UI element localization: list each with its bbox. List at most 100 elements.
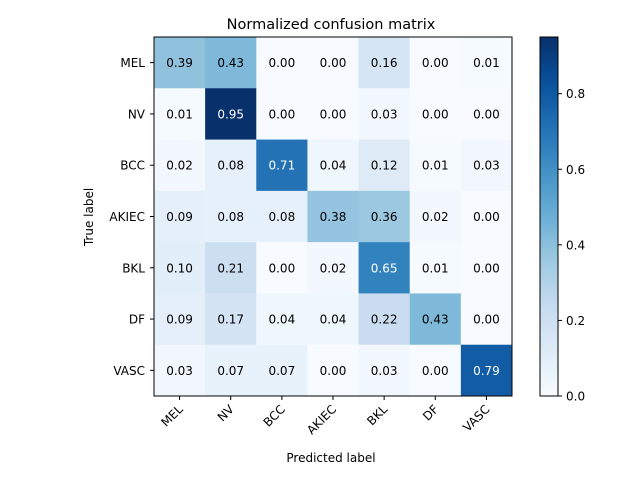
cell-value-label: 0.43 [217, 56, 244, 70]
heatmap-cell [460, 88, 513, 141]
heatmap-cells [154, 37, 513, 397]
heatmap-cell [307, 190, 360, 243]
cell-value-label: 0.08 [217, 210, 244, 224]
cell-value-label: 0.01 [473, 56, 500, 70]
y-tick-label: AKIEC [109, 210, 145, 224]
heatmap-cell [409, 88, 462, 141]
colorbar-ticks: 0.0 0.2 0.4 0.6 0.8 [558, 87, 585, 404]
cell-value-label: 0.79 [473, 364, 500, 378]
cell-value-label: 0.43 [422, 313, 449, 327]
cell-value-label: 0.02 [320, 261, 347, 275]
cell-value-label: 0.08 [268, 210, 295, 224]
cell-value-label: 0.39 [166, 56, 193, 70]
cell-value-label: 0.00 [422, 56, 449, 70]
cell-value-label: 0.17 [217, 313, 244, 327]
cell-value-label: 0.00 [473, 107, 500, 121]
heatmap-cell [205, 190, 257, 243]
colorbar-tick-label: 0.0 [566, 390, 585, 404]
cell-value-label: 0.36 [371, 210, 398, 224]
heatmap-cell [460, 344, 513, 397]
heatmap-cell [409, 344, 462, 397]
heatmap-cell [460, 242, 513, 294]
cell-value-label: 0.00 [473, 261, 500, 275]
x-axis-label: Predicted label [286, 451, 375, 465]
y-tick-label: NV [128, 107, 146, 121]
y-axis-label: True label [82, 188, 96, 247]
y-tick-label: BCC [120, 159, 145, 173]
heatmap-cell [256, 88, 308, 141]
cell-value-label: 0.07 [268, 364, 295, 378]
x-tick-label: VASC [460, 402, 492, 434]
cell-value-label: 0.08 [217, 159, 244, 173]
heatmap-cell [154, 190, 206, 243]
x-tick-label: NV [215, 402, 238, 425]
heatmap-cell [256, 37, 308, 89]
heatmap-cell [256, 242, 308, 294]
cell-value-label: 0.03 [371, 364, 398, 378]
cell-value-label: 0.04 [320, 159, 347, 173]
cell-value-label: 0.01 [422, 159, 449, 173]
cell-value-label: 0.16 [371, 56, 398, 70]
heatmap-cell [154, 88, 206, 141]
heatmap-cell [409, 190, 462, 243]
heatmap-cell [358, 88, 411, 141]
heatmap-cell [256, 344, 308, 397]
heatmap-cell [205, 242, 257, 294]
heatmap-cell [460, 139, 513, 192]
cell-value-label: 0.00 [320, 56, 347, 70]
heatmap-cell [307, 293, 360, 346]
cell-value-label: 0.00 [473, 313, 500, 327]
heatmap-cell [256, 139, 308, 192]
cell-value-label: 0.71 [268, 159, 295, 173]
x-axis-ticks: MEL NV BCC AKIEC BKL DF VASC [158, 396, 493, 437]
colorbar [539, 36, 559, 397]
heatmap-cell [358, 293, 411, 346]
x-tick-label: DF [420, 402, 441, 423]
heatmap-cell [205, 37, 257, 89]
cell-value-label: 0.12 [371, 159, 398, 173]
heatmap-cell [205, 88, 257, 141]
colorbar-tick-label: 0.6 [566, 163, 585, 177]
heatmap-cell [409, 37, 462, 89]
heatmap-cell [205, 139, 257, 192]
colorbar-tick-label: 0.4 [566, 238, 585, 252]
y-tick-label: BKL [122, 261, 145, 275]
x-tick-label: MEL [158, 402, 186, 430]
cell-value-label: 0.00 [473, 210, 500, 224]
heatmap-cell [256, 293, 308, 346]
cell-value-label: 0.03 [473, 159, 500, 173]
heatmap-cell [409, 139, 462, 192]
heatmap-cell [307, 139, 360, 192]
y-tick-label: DF [129, 313, 145, 327]
cell-value-label: 0.04 [268, 313, 295, 327]
cell-value-label: 0.01 [166, 107, 193, 121]
cell-value-label: 0.00 [268, 261, 295, 275]
cell-value-label: 0.09 [166, 313, 193, 327]
heatmap-cell [358, 242, 411, 294]
cell-value-label: 0.00 [320, 364, 347, 378]
heatmap-cell [154, 242, 206, 294]
cell-value-label: 0.02 [166, 159, 193, 173]
cell-value-label: 0.00 [422, 364, 449, 378]
cell-value-label: 0.00 [422, 107, 449, 121]
cell-value-label: 0.65 [371, 261, 398, 275]
cell-value-label: 0.00 [320, 107, 347, 121]
cell-value-label: 0.02 [422, 210, 449, 224]
cell-value-label: 0.09 [166, 210, 193, 224]
cell-value-label: 0.01 [422, 261, 449, 275]
heatmap-cell [307, 242, 360, 294]
heatmap-cell [358, 139, 411, 192]
colorbar-tick-label: 0.8 [566, 87, 585, 101]
cell-value-label: 0.21 [217, 261, 244, 275]
cell-value-label: 0.03 [371, 107, 398, 121]
heatmap-cell [460, 293, 513, 346]
heatmap-cell [154, 344, 206, 397]
heatmap-cell [307, 37, 360, 89]
heatmap-cell [358, 37, 411, 89]
x-tick-label: AKIEC [304, 402, 339, 437]
colorbar-tick-label: 0.2 [566, 314, 585, 328]
cell-value-label: 0.07 [217, 364, 244, 378]
cell-value-label: 0.00 [268, 107, 295, 121]
heatmap-cell [256, 190, 308, 243]
